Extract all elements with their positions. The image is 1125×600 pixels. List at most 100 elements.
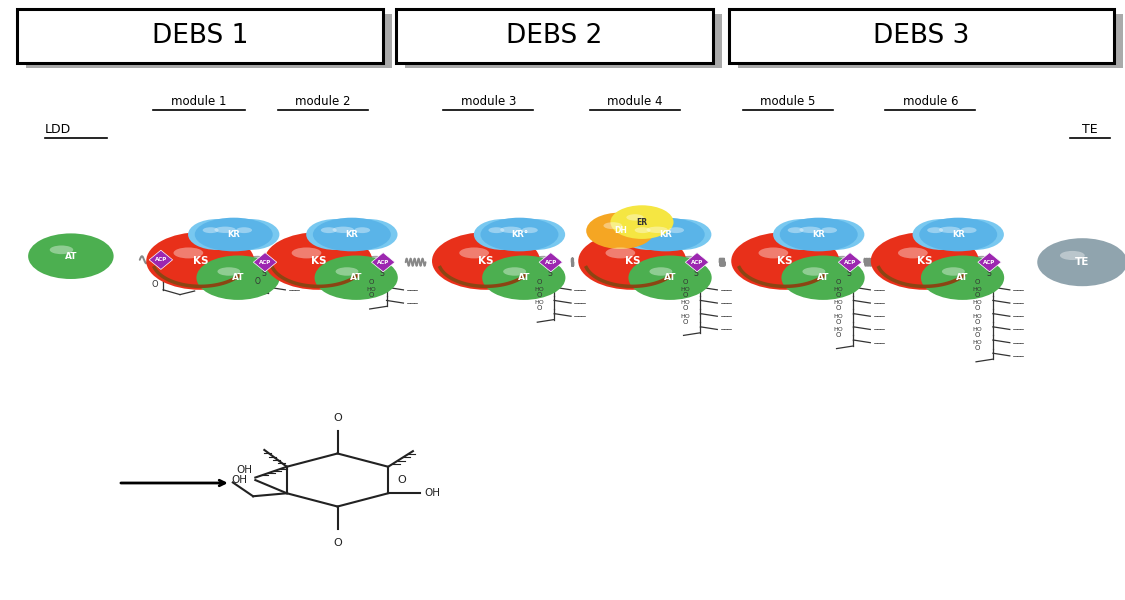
- Ellipse shape: [197, 256, 280, 300]
- Ellipse shape: [264, 232, 372, 290]
- Ellipse shape: [315, 256, 398, 300]
- Text: KS: KS: [777, 256, 793, 266]
- Text: AT: AT: [350, 273, 362, 282]
- Text: S: S: [262, 269, 267, 278]
- Text: O: O: [333, 413, 342, 424]
- Text: HO: HO: [973, 340, 982, 345]
- Text: HO: HO: [367, 287, 376, 292]
- Ellipse shape: [807, 219, 864, 250]
- Text: O: O: [975, 319, 980, 325]
- Text: O: O: [836, 319, 840, 325]
- Ellipse shape: [222, 219, 279, 250]
- Ellipse shape: [483, 256, 566, 300]
- Ellipse shape: [791, 259, 820, 268]
- Text: AT: AT: [956, 273, 969, 282]
- Ellipse shape: [331, 265, 353, 271]
- Text: HO: HO: [973, 327, 982, 332]
- Text: TE: TE: [1076, 257, 1089, 267]
- Polygon shape: [838, 253, 862, 272]
- Ellipse shape: [213, 265, 235, 271]
- Circle shape: [364, 256, 387, 268]
- Text: KS: KS: [624, 256, 640, 266]
- Text: HO: HO: [681, 287, 690, 292]
- Text: OH: OH: [236, 465, 252, 475]
- Text: S: S: [156, 268, 162, 277]
- Text: KR: KR: [659, 230, 672, 239]
- Ellipse shape: [306, 219, 364, 250]
- Text: O: O: [975, 279, 980, 285]
- Text: HO: HO: [973, 287, 982, 292]
- Ellipse shape: [654, 219, 711, 250]
- Ellipse shape: [611, 205, 674, 239]
- Text: S: S: [847, 269, 852, 278]
- Text: AT: AT: [64, 252, 78, 260]
- Ellipse shape: [206, 259, 235, 268]
- Ellipse shape: [821, 227, 837, 233]
- Ellipse shape: [603, 222, 622, 229]
- Polygon shape: [253, 253, 277, 272]
- Text: O: O: [683, 279, 687, 285]
- Text: module 1: module 1: [171, 95, 227, 108]
- Ellipse shape: [173, 247, 204, 259]
- Ellipse shape: [798, 265, 820, 271]
- Ellipse shape: [202, 227, 218, 233]
- Ellipse shape: [921, 256, 1005, 300]
- FancyBboxPatch shape: [17, 9, 382, 63]
- Text: KR°: KR°: [511, 230, 528, 239]
- Ellipse shape: [321, 227, 336, 233]
- Text: HO: HO: [534, 287, 543, 292]
- Text: O: O: [975, 332, 980, 338]
- Text: AT: AT: [518, 273, 530, 282]
- Text: ACP: ACP: [544, 260, 557, 265]
- Polygon shape: [539, 253, 562, 272]
- Text: KR: KR: [227, 230, 240, 239]
- Ellipse shape: [627, 214, 644, 221]
- Text: HO: HO: [834, 287, 843, 292]
- Ellipse shape: [605, 247, 636, 259]
- Text: O: O: [333, 538, 342, 548]
- Ellipse shape: [291, 247, 322, 259]
- Text: AT: AT: [232, 273, 244, 282]
- Ellipse shape: [627, 218, 704, 251]
- Text: HO: HO: [681, 314, 690, 319]
- FancyBboxPatch shape: [396, 9, 713, 63]
- Text: S: S: [548, 269, 552, 278]
- Ellipse shape: [333, 227, 354, 233]
- Text: O: O: [836, 292, 840, 298]
- Ellipse shape: [480, 218, 558, 251]
- Ellipse shape: [146, 232, 254, 290]
- Text: O: O: [836, 332, 840, 338]
- Text: TE: TE: [1082, 123, 1098, 136]
- Ellipse shape: [432, 232, 540, 290]
- Ellipse shape: [498, 265, 521, 271]
- Text: OH: OH: [232, 475, 248, 485]
- Text: DH: DH: [614, 226, 627, 235]
- Circle shape: [532, 256, 555, 268]
- Ellipse shape: [629, 256, 712, 300]
- Text: ACP: ACP: [691, 260, 703, 265]
- Text: module 2: module 2: [295, 95, 351, 108]
- Ellipse shape: [939, 227, 961, 233]
- Text: O: O: [975, 345, 980, 351]
- Ellipse shape: [937, 265, 960, 271]
- Text: KR: KR: [952, 230, 964, 239]
- Text: LDD: LDD: [45, 123, 71, 136]
- Text: O: O: [683, 292, 687, 298]
- Ellipse shape: [788, 227, 803, 233]
- Text: module 6: module 6: [902, 95, 958, 108]
- Text: OH: OH: [424, 488, 440, 498]
- Ellipse shape: [507, 219, 565, 250]
- Ellipse shape: [898, 247, 928, 259]
- Text: KS: KS: [310, 256, 326, 266]
- Ellipse shape: [188, 219, 246, 250]
- Text: ACP: ACP: [844, 260, 856, 265]
- Ellipse shape: [802, 267, 826, 276]
- Text: O: O: [975, 292, 980, 298]
- FancyBboxPatch shape: [729, 9, 1114, 63]
- Ellipse shape: [28, 233, 114, 279]
- Ellipse shape: [782, 256, 865, 300]
- Text: O: O: [683, 305, 687, 311]
- Ellipse shape: [313, 218, 390, 251]
- Text: DEBS 1: DEBS 1: [152, 23, 249, 49]
- Ellipse shape: [354, 227, 370, 233]
